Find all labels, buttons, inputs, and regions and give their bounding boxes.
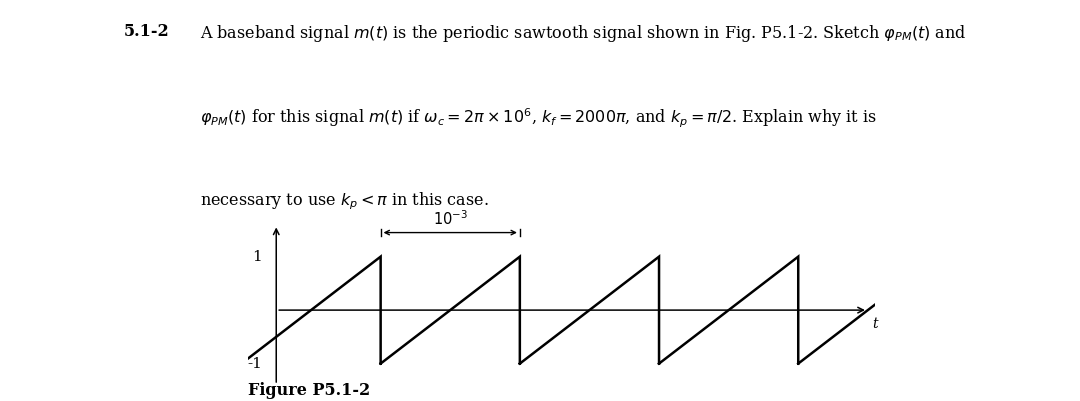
- Text: A baseband signal $m(t)$ is the periodic sawtooth signal shown in Fig. P5.1-2. S: A baseband signal $m(t)$ is the periodic…: [200, 23, 967, 44]
- Text: t: t: [872, 316, 878, 330]
- Text: $\varphi_{PM}(t)$ for this signal $m(t)$ if $\omega_c = 2\pi \times 10^6$, $k_f : $\varphi_{PM}(t)$ for this signal $m(t)$…: [200, 107, 877, 130]
- Text: necessary to use $k_p < \pi$ in this case.: necessary to use $k_p < \pi$ in this cas…: [200, 191, 488, 212]
- Text: $10^{-3}$: $10^{-3}$: [433, 210, 468, 228]
- Text: -1: -1: [247, 356, 262, 371]
- Text: 5.1-2: 5.1-2: [124, 23, 170, 40]
- Text: Figure P5.1-2: Figure P5.1-2: [248, 382, 370, 399]
- Text: 1: 1: [253, 250, 262, 263]
